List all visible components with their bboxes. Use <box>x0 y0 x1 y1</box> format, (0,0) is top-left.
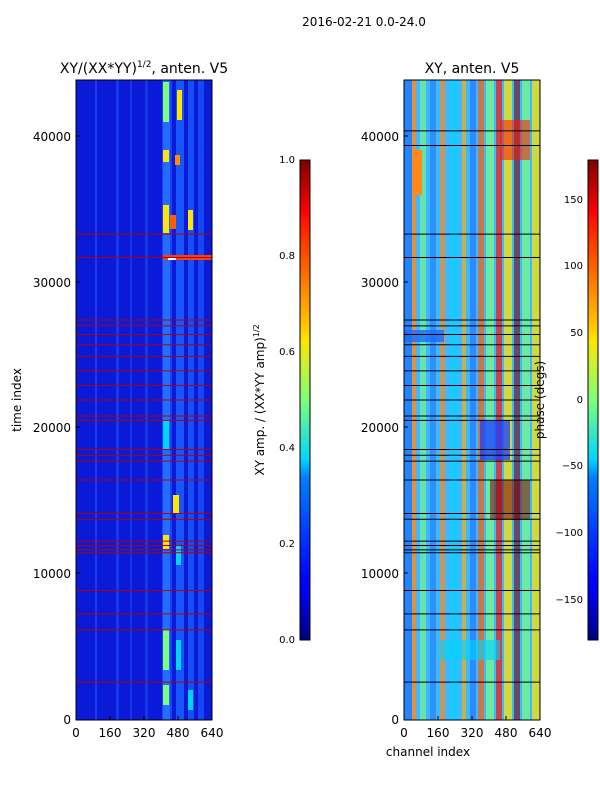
phase-cbar-tick-150: 150 <box>564 195 583 206</box>
phase-xtick-320: 320 <box>461 726 484 740</box>
phase-ytick-40000: 40000 <box>361 130 399 144</box>
phase-cbar-tick-100: 100 <box>564 261 583 272</box>
amplitude-title-exponent: 1/2 <box>137 60 151 70</box>
phase-ytick-10000: 10000 <box>361 567 399 581</box>
phase-ytick-20000: 20000 <box>361 421 399 435</box>
amplitude-title-suffix: , anten. V5 <box>151 61 228 77</box>
phase-ytick-30000: 30000 <box>361 276 399 290</box>
amplitude-panel-title: XY/(XX*YY)1/2, anten. V5 <box>60 60 228 77</box>
amplitude-cbar-tick-1: 0.2 <box>279 539 295 550</box>
phase-cbar-tick-50: 50 <box>570 328 583 339</box>
amplitude-panel: XY/(XX*YY)1/2, anten. V5 <box>10 60 228 740</box>
phase-colorbar: −150 −100 −50 0 50 100 150 phase (degs) <box>533 159 599 641</box>
amplitude-colorbar-gradient <box>299 159 311 641</box>
phase-ytick-0: 0 <box>391 713 399 727</box>
phase-xlabel: channel index <box>386 745 470 759</box>
phase-xtick-640: 640 <box>529 726 552 740</box>
amplitude-cbar-tick-5: 1.0 <box>279 155 295 166</box>
phase-heatmap <box>404 80 540 720</box>
phase-cbar-tick-m50: −50 <box>562 461 583 472</box>
amplitude-colorbar: 0.0 0.2 0.4 0.6 0.8 1.0 XY amp. / (XX*YY… <box>252 155 311 646</box>
amplitude-ytick-10000: 10000 <box>33 567 71 581</box>
amplitude-title-main: XY/(XX*YY) <box>60 61 137 77</box>
amplitude-ytick-30000: 30000 <box>33 276 71 290</box>
amplitude-xtick-480: 480 <box>167 726 190 740</box>
phase-cbar-tick-m100: −100 <box>556 528 583 539</box>
amplitude-ytick-0: 0 <box>63 713 71 727</box>
phase-cbar-tick-m150: −150 <box>556 595 583 606</box>
figure-suptitle: 2016-02-21 0.0-24.0 <box>302 15 426 29</box>
amplitude-xtick-160: 160 <box>99 726 122 740</box>
amplitude-ytick-40000: 40000 <box>33 130 71 144</box>
phase-panel: XY, anten. V5 <box>361 61 552 759</box>
phase-colorbar-gradient <box>587 159 599 641</box>
phase-panel-title: XY, anten. V5 <box>425 61 520 77</box>
amplitude-ylabel: time index <box>10 368 24 432</box>
phase-xtick-0: 0 <box>400 726 408 740</box>
amplitude-cbar-tick-3: 0.6 <box>279 347 295 358</box>
amplitude-cbar-label-main: XY amp. / (XX*YY amp) <box>253 337 267 475</box>
amplitude-ticks <box>76 135 179 720</box>
amplitude-cbar-label-exponent: 1/2 <box>252 324 261 337</box>
amplitude-xtick-0: 0 <box>72 726 80 740</box>
phase-cbar-tick-0: 0 <box>577 395 583 406</box>
phase-ticks <box>404 135 507 720</box>
amplitude-cbar-tick-2: 0.4 <box>279 443 295 454</box>
phase-xtick-160: 160 <box>427 726 450 740</box>
amplitude-heatmap <box>76 80 212 720</box>
amplitude-flag-lines <box>76 233 212 683</box>
amplitude-cbar-tick-0: 0.0 <box>279 635 295 646</box>
amplitude-ytick-20000: 20000 <box>33 421 71 435</box>
phase-flag-lines <box>404 130 540 683</box>
amplitude-colorbar-label: XY amp. / (XX*YY amp)1/2 <box>252 324 267 475</box>
amplitude-xtick-640: 640 <box>201 726 224 740</box>
amplitude-cbar-tick-4: 0.8 <box>279 251 295 262</box>
amplitude-xtick-320: 320 <box>133 726 156 740</box>
phase-colorbar-label: phase (degs) <box>533 361 547 439</box>
phase-xtick-480: 480 <box>495 726 518 740</box>
